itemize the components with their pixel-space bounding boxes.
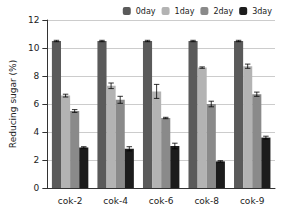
svg-text:8: 8 [34, 71, 40, 81]
svg-text:3day: 3day [252, 7, 272, 16]
svg-text:4: 4 [34, 127, 40, 137]
svg-text:2: 2 [34, 155, 40, 165]
svg-text:2day: 2day [213, 7, 233, 16]
svg-text:cok-4: cok-4 [103, 196, 128, 206]
svg-text:10: 10 [28, 43, 40, 53]
svg-text:Reducing sugar (%): Reducing sugar (%) [8, 60, 18, 148]
svg-text:cok-9: cok-9 [240, 196, 265, 206]
svg-text:0day: 0day [136, 7, 156, 16]
svg-text:cok-6: cok-6 [149, 196, 174, 206]
svg-text:1day: 1day [175, 7, 195, 16]
svg-text:cok-2: cok-2 [58, 196, 83, 206]
svg-text:cok-8: cok-8 [194, 196, 219, 206]
svg-text:12: 12 [28, 15, 39, 25]
svg-text:6: 6 [34, 99, 40, 109]
svg-text:0: 0 [34, 183, 40, 193]
